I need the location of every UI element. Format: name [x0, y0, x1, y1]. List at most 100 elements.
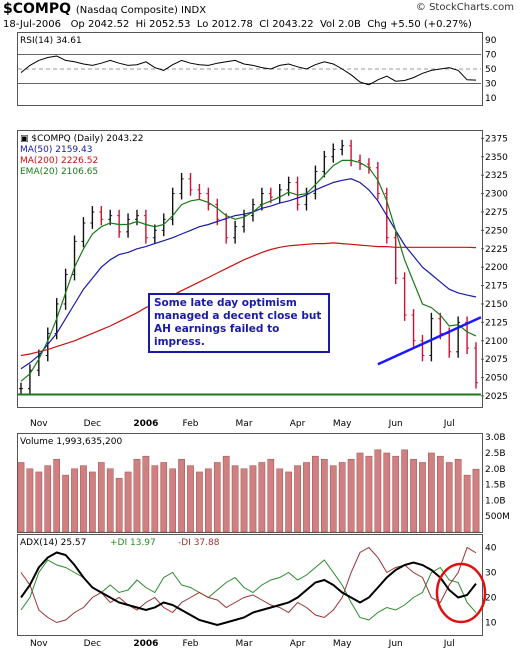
volume-bar [231, 465, 239, 533]
volume-bar [196, 471, 203, 533]
price-month-0: Nov [30, 419, 48, 429]
volume-bar [151, 465, 159, 533]
volume-bar [303, 462, 310, 533]
volume-bar [267, 459, 275, 533]
volume-bar [106, 468, 114, 533]
volume-bar [436, 455, 444, 533]
volume-bar [35, 471, 43, 533]
rsi-tick-50: 50 [485, 65, 497, 75]
volume-bar [187, 465, 194, 533]
rsi-tick-90: 90 [485, 36, 497, 46]
volume-bar [454, 459, 462, 533]
adx-month-7: Jun [388, 639, 403, 649]
quote-change: Chg +5.50 (+0.27%) [367, 19, 472, 30]
watermark: © StockCharts.com [415, 2, 514, 13]
price-legend-main: ▣ $COMPQ (Daily) 2043.22 [20, 134, 143, 144]
volume-tick-4: 2.5B [485, 449, 506, 459]
adx-month-5: Apr [290, 639, 306, 649]
volume-bar [44, 465, 52, 533]
rsi-line [20, 55, 477, 86]
adx-tick-30: 30 [485, 569, 497, 579]
ma50-line [20, 178, 477, 370]
volume-bar [97, 462, 105, 533]
volume-bar [329, 465, 337, 533]
price-month-2: 2006 [133, 419, 158, 429]
symbol-label: $COMPQ [3, 1, 72, 17]
volume-bar [169, 468, 176, 533]
volume-bar [26, 468, 34, 533]
volume-bar [142, 455, 150, 533]
volume-bar [428, 452, 435, 533]
price-tick-2125: 2125 [485, 318, 508, 328]
volume-bar [178, 459, 185, 533]
adx-month-3: Feb [183, 639, 199, 649]
volume-tick-5: 3.0B [485, 433, 506, 443]
volume-bar [213, 462, 221, 533]
rsi-tick-70: 70 [485, 51, 497, 61]
price-tick-2075: 2075 [485, 355, 508, 365]
ma200-line [20, 242, 477, 357]
plus-di-line [20, 559, 477, 621]
ema20-line [20, 159, 477, 382]
volume-bar [276, 468, 284, 533]
price-tick-2050: 2050 [485, 374, 508, 384]
adx-month-2: 2006 [133, 639, 158, 649]
volume-bar [124, 471, 132, 533]
quote-open: Op 2042.52 [70, 19, 130, 30]
rsi-legend: RSI(14) 34.61 [20, 36, 82, 46]
price-tick-2175: 2175 [485, 282, 508, 292]
volume-bar [62, 474, 69, 533]
price-month-5: Apr [290, 419, 306, 429]
adx-month-6: May [333, 639, 352, 649]
price-panel [17, 130, 483, 408]
volume-tick-3: 2.0B [485, 465, 506, 475]
adx-month-8: Jul [443, 639, 455, 649]
rsi-tick-30: 30 [485, 79, 497, 89]
volume-bar [321, 459, 328, 533]
volume-bar [115, 478, 123, 533]
volume-bar [419, 462, 426, 533]
price-month-7: Jun [388, 419, 403, 429]
volume-bar [472, 468, 480, 533]
price-tick-2300: 2300 [485, 190, 508, 200]
volume-bar [383, 452, 391, 533]
volume-tick-2: 1.5B [485, 481, 506, 491]
volume-bar [392, 455, 400, 533]
volume-bar [240, 468, 248, 533]
adx-tick-20: 20 [485, 594, 497, 604]
adx-line [20, 551, 477, 627]
volume-bar [285, 471, 292, 533]
plus-di-legend: +DI 13.97 [110, 538, 156, 548]
quote-high: Hi 2052.53 [135, 19, 191, 30]
volume-bar [312, 455, 319, 533]
adx-legend: ADX(14) 25.57 [20, 538, 86, 548]
price-month-6: May [333, 419, 352, 429]
quote-date: 18-Jul-2006 [3, 19, 62, 30]
volume-bar [410, 459, 417, 533]
price-tick-2375: 2375 [485, 134, 508, 144]
adx-month-4: Mar [236, 639, 253, 649]
volume-tick-0: 500M [485, 512, 510, 522]
rsi-tick-10: 10 [485, 94, 497, 104]
price-tick-2150: 2150 [485, 300, 508, 310]
volume-bar [222, 455, 230, 533]
highlight-circle [435, 562, 487, 624]
price-tick-2025: 2025 [485, 392, 508, 402]
quote-low: Lo 2012.78 [196, 19, 253, 30]
price-month-1: Dec [84, 419, 101, 429]
ma200-legend: MA(200) 2226.52 [20, 156, 98, 166]
chart-title: $COMPQ (Nasdaq Composite) INDX [3, 1, 206, 17]
volume-bar [356, 452, 364, 533]
price-tick-2325: 2325 [485, 171, 508, 181]
volume-bar [53, 459, 61, 533]
price-tick-2100: 2100 [485, 337, 508, 347]
minus-di-line [20, 546, 477, 624]
volume-bar [258, 462, 266, 533]
adx-panel [17, 534, 483, 636]
quote-line: 18-Jul-2006 Op 2042.52 Hi 2052.53 Lo 201… [3, 19, 472, 30]
price-tick-2200: 2200 [485, 263, 508, 273]
adx-tick-10: 10 [485, 619, 497, 629]
trend-line [377, 316, 482, 366]
price-month-4: Mar [236, 419, 253, 429]
